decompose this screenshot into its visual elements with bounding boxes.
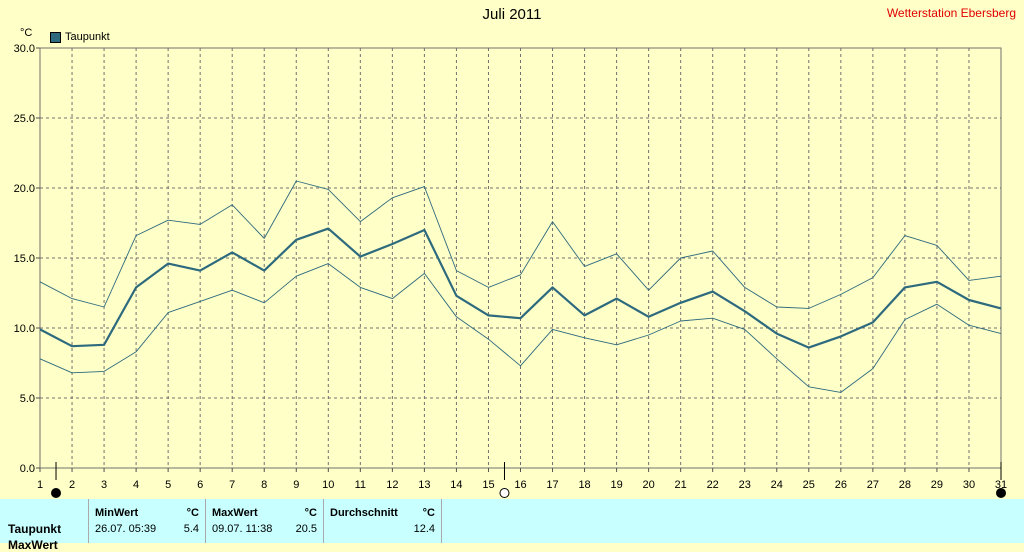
station-name: Wetterstation Ebersberg <box>886 6 1016 20</box>
x-tick-label: 24 <box>771 479 783 491</box>
y-axis: 0.0 5.0 10.0 15.0 20.0 25.0 30.0 <box>14 43 40 475</box>
max-header: MaxWert <box>212 507 258 519</box>
series-line-max <box>39 180 1002 309</box>
new-moon-icon <box>996 488 1006 498</box>
x-tick-label: 21 <box>675 479 687 491</box>
x-tick-label: 27 <box>867 479 879 491</box>
min-unit: °C <box>186 507 199 519</box>
min-header: MinWert <box>95 507 139 519</box>
min-date: 26.07. 05:39 <box>95 523 157 535</box>
x-tick-label: 19 <box>610 479 622 491</box>
legend-swatch <box>50 31 61 43</box>
x-tick-label: 28 <box>899 479 911 491</box>
x-tick-label: 13 <box>418 479 430 491</box>
x-tick-label: 14 <box>450 479 462 491</box>
x-tick-label: 11 <box>355 479 366 491</box>
max-date: 09.07. 11:38 <box>212 523 273 535</box>
max-value: 20.5 <box>295 523 317 535</box>
x-tick-label: 18 <box>578 479 590 491</box>
avg-cell: Durchschnitt °C 12.4 <box>324 499 442 543</box>
max-unit: °C <box>304 507 317 519</box>
y-axis-unit: °C <box>20 27 33 39</box>
stats-row-label-2: MaxWert <box>8 538 58 552</box>
full-moon-icon <box>499 488 510 498</box>
x-axis: 1 2 3 4 5 6 7 8 9 10 11 12 13 14 15 16 17 18 19 20 21 22 23 24 2… <box>37 468 1007 491</box>
max-cell: MaxWert °C 09.07. 11:38 20.5 <box>206 499 324 543</box>
series-layer <box>39 180 1002 393</box>
grid <box>39 47 1002 469</box>
x-tick-label: 25 <box>803 479 815 491</box>
stats-panel: MinWert °C 26.07. 05:39 5.4 MaxWert °C 0… <box>0 499 1024 543</box>
x-tick-label: 15 <box>482 479 494 491</box>
y-tick-label: 15.0 <box>14 253 35 265</box>
x-tick-label: 26 <box>835 479 847 491</box>
legend-label: Taupunkt <box>65 31 110 43</box>
x-tick-label: 22 <box>707 479 719 491</box>
x-tick-label: 1 <box>37 479 43 491</box>
x-tick-label: 17 <box>546 479 558 491</box>
x-tick-label: 4 <box>133 479 139 491</box>
min-cell: MinWert °C 26.07. 05:39 5.4 <box>89 499 206 543</box>
y-tick-label: 30.0 <box>14 43 35 55</box>
avg-header: Durchschnitt <box>330 507 398 519</box>
x-tick-label: 31 <box>995 479 1007 491</box>
moon-markers <box>51 462 1006 498</box>
y-tick-label: 5.0 <box>20 393 35 405</box>
x-tick-label: 5 <box>165 479 171 491</box>
stats-label-cell <box>0 499 89 543</box>
x-tick-label: 2 <box>69 479 75 491</box>
series-line-min <box>39 263 1002 393</box>
x-tick-label: 8 <box>261 479 267 491</box>
x-tick-label: 16 <box>514 479 526 491</box>
x-tick-label: 9 <box>293 479 299 491</box>
y-tick-label: 25.0 <box>14 113 35 125</box>
x-tick-label: 20 <box>643 479 655 491</box>
x-tick-label: 10 <box>322 479 334 491</box>
avg-value: 12.4 <box>413 523 435 535</box>
x-tick-label: 3 <box>101 479 107 491</box>
y-tick-label: 20.0 <box>14 183 35 195</box>
x-tick-label: 6 <box>197 479 203 491</box>
chart-area: 0.05.010.015.020.025.030.0 1 2 3 4 5 6 7 8 9 10 11… <box>14 43 1007 498</box>
x-tick-label: 30 <box>963 479 975 491</box>
avg-unit: °C <box>422 507 435 519</box>
new-moon-icon <box>51 488 62 498</box>
legend[interactable]: Taupunkt <box>50 31 110 43</box>
stats-row-label: Taupunkt <box>8 522 62 536</box>
y-tick-label: 0.0 <box>20 463 35 475</box>
y-tick-label: 10.0 <box>14 323 35 335</box>
x-tick-label: 7 <box>229 479 235 491</box>
x-tick-label: 12 <box>386 479 398 491</box>
min-value: 5.4 <box>183 523 199 535</box>
x-tick-label: 29 <box>931 479 943 491</box>
series-line-mean <box>39 227 1002 349</box>
x-tick-label: 23 <box>739 479 751 491</box>
chart-title: Juli 2011 <box>482 6 542 23</box>
